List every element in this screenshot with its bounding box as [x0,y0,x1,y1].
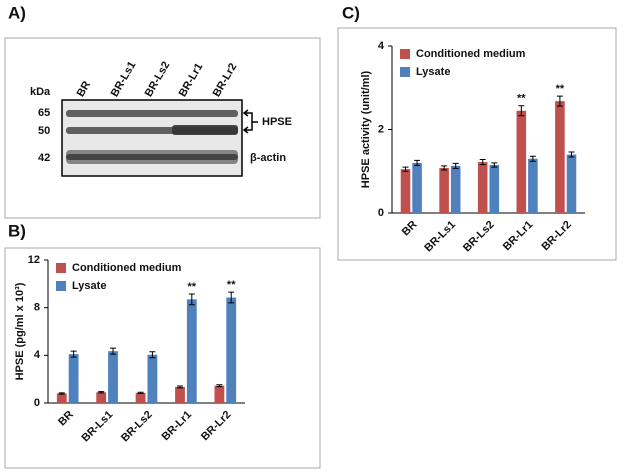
error-bar [216,384,223,388]
error-bar [188,293,195,306]
bar [214,385,225,403]
y-tick-label: 12 [28,254,40,266]
significance: ** [188,281,197,293]
bar [555,101,565,213]
error-bar [452,162,459,169]
marker-label: 50 [38,125,50,137]
bar [439,167,449,213]
marker-label: 65 [38,107,50,119]
x-tick-label: BR-Ls2 [461,219,497,255]
legend-swatch [400,49,410,59]
bar [175,386,185,403]
legend-swatch [400,67,410,77]
legend-label: Lysate [416,66,450,78]
panel-a-frame [4,37,321,219]
error-bar [137,391,144,394]
x-tick-label: BR [56,409,76,429]
x-tick-label: BR-Ls1 [80,409,116,445]
lane-label: BR-Ls2 [143,60,173,99]
bar [56,393,67,403]
bar [516,110,527,213]
error-bar [110,347,117,355]
bar [226,297,237,403]
bar [68,354,79,403]
bar [400,169,411,213]
kda-label: kDa [30,86,51,98]
significance: ** [517,93,526,105]
legend-label: Lysate [72,280,106,292]
bar [566,154,577,213]
panel-c-frame [337,27,617,261]
panel-label: C) [342,3,360,22]
x-tick-label: BR-Lr2 [539,219,573,253]
marker-label: 42 [38,152,50,164]
error-bar [149,351,156,359]
error-bar [176,385,183,389]
bar [528,158,538,213]
y-tick-label: 2 [378,123,384,135]
y-axis-label: HPSE (pg/ml x 10³) [14,282,26,380]
y-tick-label: 0 [34,397,40,409]
significance: ** [227,279,236,291]
lane-label: BR-Lr2 [211,61,240,99]
panel-label: A) [8,3,26,22]
x-tick-label: BR-Lr1 [160,409,194,443]
y-tick-label: 4 [378,40,385,52]
error-bar [402,166,409,172]
significance: ** [556,83,565,95]
bar [147,354,158,403]
x-tick-label: BR-Ls2 [119,409,155,445]
lane-label: BR [75,79,93,99]
x-tick-label: BR-Lr2 [199,409,233,443]
error-bar [58,392,65,395]
error-bar [441,165,448,171]
bar [450,165,461,213]
lane-label: BR-Lr1 [177,61,206,99]
y-tick-label: 8 [34,302,40,314]
y-axis-label: HPSE activity (unit/ml) [360,70,372,188]
error-bar [491,162,498,168]
error-bar [414,159,421,166]
bracket [242,109,258,134]
error-bar [228,291,235,304]
protein-label: HPSE [262,116,292,128]
legend-label: Conditioned medium [72,262,182,274]
y-tick-label: 0 [378,207,384,219]
bar [412,162,422,213]
error-bar [70,350,77,358]
error-bar [479,159,486,166]
bar [135,392,146,403]
bar [186,299,197,403]
error-bar [98,391,105,394]
panel-label: B) [8,221,26,240]
error-bar [568,151,575,158]
protein-label: β-actin [250,152,286,164]
error-bar [529,155,536,162]
y-tick-label: 4 [34,349,41,361]
legend-swatch [56,281,66,291]
legend-swatch [56,263,66,273]
bar [489,164,500,213]
lane-label: BR-Ls1 [109,60,139,99]
bar [108,351,118,403]
bar [96,392,107,403]
legend-label: Conditioned medium [416,48,526,60]
x-tick-label: BR-Lr1 [501,219,535,253]
x-tick-label: BR [400,219,420,239]
bar [477,162,488,213]
error-bar [556,95,563,107]
bands [66,110,238,164]
panel-b-frame [4,247,321,469]
x-tick-label: BR-Ls1 [422,219,458,255]
error-bar [518,105,525,117]
